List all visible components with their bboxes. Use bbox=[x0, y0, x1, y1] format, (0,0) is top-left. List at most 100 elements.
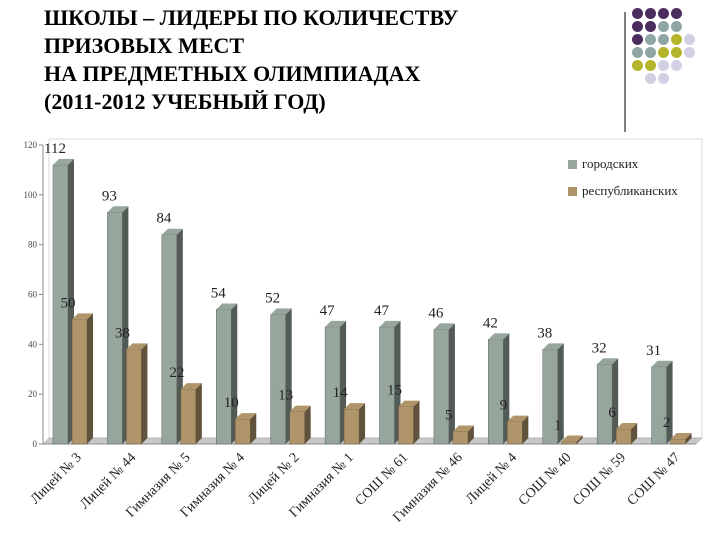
decorative-dot bbox=[632, 60, 643, 71]
decorative-dot bbox=[658, 60, 669, 71]
bar bbox=[270, 314, 286, 445]
bar-side bbox=[359, 403, 366, 444]
data-label: 84 bbox=[156, 211, 172, 227]
bar bbox=[507, 421, 523, 445]
bar-top bbox=[616, 423, 638, 430]
data-label: 5 bbox=[445, 408, 453, 424]
bar bbox=[651, 366, 667, 445]
bar-top bbox=[53, 158, 74, 165]
y-tick-label: 40 bbox=[28, 339, 38, 349]
bar-top bbox=[107, 206, 129, 213]
decorative-dot bbox=[632, 47, 643, 58]
bar-side bbox=[503, 333, 510, 444]
bar-side bbox=[413, 400, 420, 444]
bar bbox=[289, 411, 305, 445]
bar-side bbox=[666, 360, 673, 444]
decorative-dot bbox=[658, 21, 669, 32]
data-label: 42 bbox=[483, 315, 498, 331]
bar-top bbox=[561, 435, 583, 442]
legend-swatch bbox=[568, 160, 577, 169]
bar-top bbox=[344, 403, 366, 410]
decorative-dot bbox=[632, 34, 643, 45]
category-label: СОШ № 47 bbox=[625, 450, 684, 509]
bar-side bbox=[250, 413, 257, 444]
data-label: 54 bbox=[211, 285, 227, 301]
bar-top bbox=[398, 400, 420, 407]
bar bbox=[488, 339, 504, 445]
category-label: СОШ № 61 bbox=[353, 450, 412, 509]
bar bbox=[433, 329, 450, 445]
decorative-dot bbox=[671, 60, 682, 71]
category-label: Лицей № 4 bbox=[463, 450, 520, 507]
decorative-dot bbox=[645, 34, 656, 45]
data-label: 22 bbox=[169, 365, 184, 381]
bar bbox=[398, 406, 414, 445]
category-label: Лицей № 3 bbox=[28, 450, 85, 507]
data-label: 15 bbox=[387, 383, 402, 399]
decorative-dot bbox=[632, 21, 643, 32]
bar-side bbox=[285, 308, 292, 444]
data-label: 10 bbox=[224, 395, 239, 411]
data-label: 38 bbox=[115, 325, 130, 341]
bar-top bbox=[180, 383, 202, 390]
bar bbox=[216, 309, 232, 445]
legend-swatch bbox=[568, 187, 577, 196]
bar bbox=[670, 438, 686, 445]
y-tick-label: 100 bbox=[24, 190, 38, 200]
bar-side bbox=[612, 358, 619, 444]
decorative-dot bbox=[684, 47, 695, 58]
bar-side bbox=[304, 405, 311, 444]
bar-top bbox=[597, 358, 619, 365]
decorative-dot bbox=[658, 47, 669, 58]
bar-top bbox=[126, 343, 148, 350]
bar-top bbox=[651, 360, 673, 367]
decorative-dot bbox=[671, 47, 682, 58]
data-label: 46 bbox=[428, 305, 444, 321]
data-label: 112 bbox=[44, 141, 66, 157]
title-line-2: ПРИЗОВЫХ МЕСТ bbox=[44, 33, 245, 58]
y-tick-label: 120 bbox=[24, 140, 38, 150]
bar-top bbox=[235, 413, 257, 420]
title-line-1: ШКОЛЫ – ЛИДЕРЫ ПО КОЛИЧЕСТВУ bbox=[44, 5, 459, 30]
bar bbox=[343, 408, 360, 445]
bar-side bbox=[448, 323, 455, 444]
decorative-dot bbox=[645, 60, 656, 71]
bar-top bbox=[433, 323, 455, 330]
data-label: 14 bbox=[333, 385, 349, 401]
bar bbox=[126, 349, 142, 445]
bar-top bbox=[325, 320, 347, 327]
bar-side bbox=[576, 435, 583, 444]
bar-side bbox=[557, 343, 564, 444]
bar-top bbox=[289, 405, 311, 412]
data-label: 31 bbox=[646, 343, 661, 359]
data-label: 93 bbox=[102, 188, 117, 204]
bar-top bbox=[72, 313, 93, 320]
data-label: 6 bbox=[608, 405, 616, 421]
decorative-dot bbox=[645, 8, 656, 19]
data-label: 50 bbox=[61, 295, 76, 311]
data-label: 32 bbox=[592, 340, 607, 356]
category-label: Лицей № 2 bbox=[246, 450, 303, 507]
category-label: СОШ № 59 bbox=[570, 450, 629, 509]
bar-side bbox=[685, 433, 692, 444]
decorative-dot bbox=[658, 73, 669, 84]
data-label: 2 bbox=[663, 415, 671, 431]
bar-chart: 0 20 40 60 80 100 120 112 50 Лицей № 3 93 38 Лицей №… bbox=[24, 138, 703, 525]
bar-top bbox=[379, 320, 401, 327]
bar-side bbox=[467, 425, 474, 444]
title-line-4: (2011-2012 УЧЕБНЫЙ ГОД) bbox=[44, 89, 326, 114]
data-label: 47 bbox=[374, 303, 390, 319]
chart-title: ШКОЛЫ – ЛИДЕРЫ ПО КОЛИЧЕСТВУ ПРИЗОВЫХ МЕ… bbox=[44, 4, 624, 116]
bar-top bbox=[161, 228, 183, 235]
decorative-dot bbox=[645, 47, 656, 58]
y-tick-label: 20 bbox=[28, 389, 38, 399]
title-line-3: НА ПРЕДМЕТНЫХ ОЛИМПИАДАХ bbox=[44, 61, 421, 86]
category-label: СОШ № 40 bbox=[516, 450, 575, 509]
bar-side bbox=[631, 423, 638, 444]
legend-label: республиканских bbox=[582, 183, 678, 198]
bar bbox=[452, 431, 469, 445]
bar bbox=[161, 234, 178, 445]
bar bbox=[561, 441, 577, 445]
decorative-dot bbox=[645, 21, 656, 32]
data-label: 52 bbox=[265, 290, 280, 306]
